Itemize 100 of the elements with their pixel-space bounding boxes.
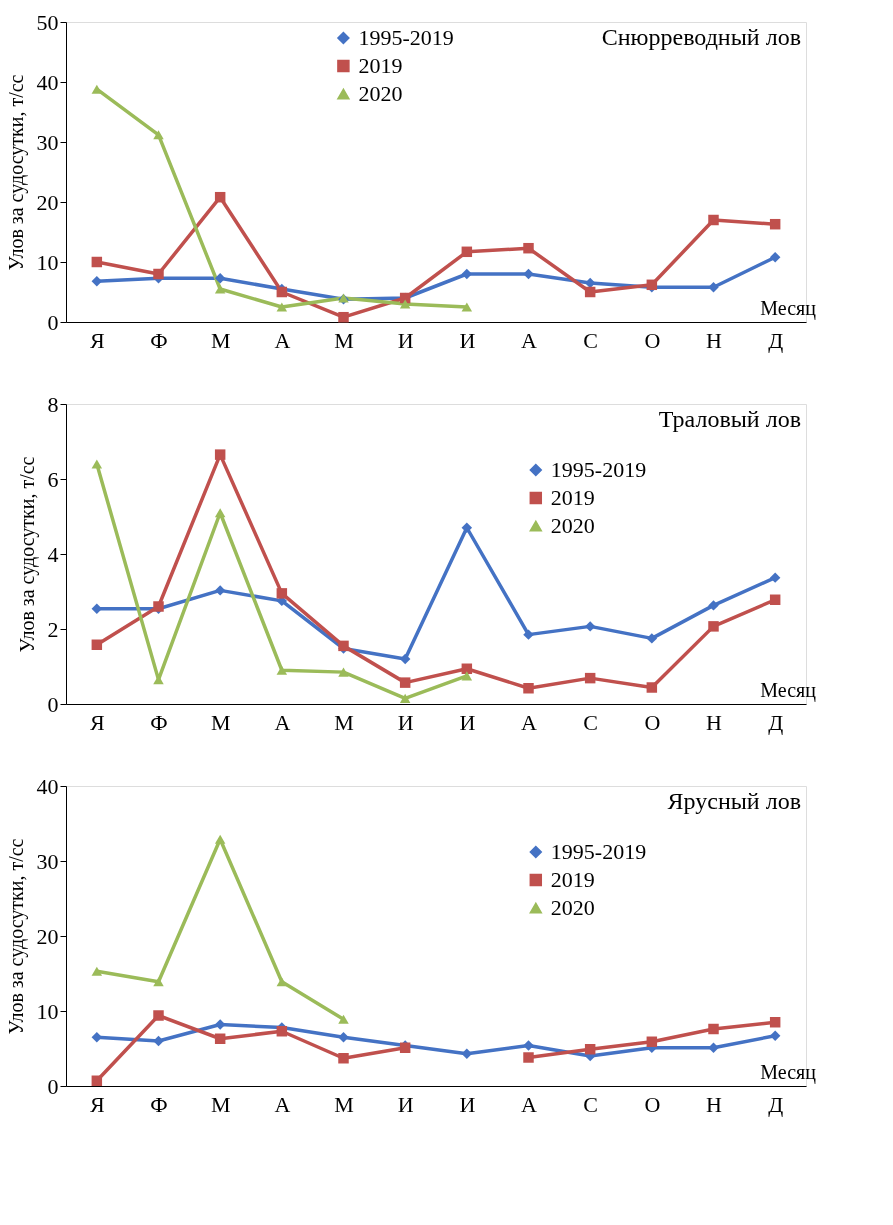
point	[769, 572, 781, 583]
x-tick-label: А	[274, 1091, 291, 1117]
y-axis-title: Улов за судосутки, т/сс	[4, 74, 28, 271]
y-tick-label: 20	[36, 189, 59, 215]
x-tick-label: Н	[706, 1091, 723, 1117]
point	[399, 677, 411, 688]
legend-label: 2020	[550, 895, 595, 920]
x-tick-label: Ф	[150, 709, 168, 735]
x-tick-label: А	[521, 709, 538, 735]
x-axis-title: Месяц	[760, 297, 817, 320]
point	[338, 311, 349, 323]
y-tick-label: 30	[36, 129, 59, 155]
point	[646, 682, 658, 693]
x-tick-label: Д	[768, 709, 784, 735]
point	[276, 302, 288, 312]
point	[523, 1040, 534, 1051]
point	[461, 671, 473, 681]
x-tick-label: И	[397, 327, 414, 353]
point	[399, 693, 411, 703]
point	[523, 629, 534, 640]
point	[153, 977, 164, 987]
point	[769, 218, 781, 230]
x-tick-label: Я	[89, 709, 105, 735]
x-tick-label: Я	[89, 327, 105, 353]
x-tick-label: Н	[706, 709, 723, 735]
point	[523, 683, 534, 694]
point	[708, 600, 719, 611]
point	[338, 1014, 349, 1024]
y-tick-label: 20	[36, 923, 59, 949]
y-tick-label: 50	[36, 9, 59, 35]
point	[214, 585, 226, 596]
x-tick-label: А	[521, 1091, 538, 1117]
legend-label: 1995-2019	[358, 25, 454, 50]
point	[153, 1010, 164, 1021]
point	[769, 594, 781, 605]
point	[584, 1044, 596, 1055]
x-tick-label: М	[334, 709, 354, 735]
y-tick-label: 0	[47, 309, 59, 335]
x-tick-label: М	[210, 1091, 231, 1117]
point	[91, 639, 103, 650]
x-tick-label: О	[644, 709, 661, 735]
point	[153, 268, 164, 280]
point	[461, 1048, 473, 1059]
point	[338, 1053, 349, 1064]
point	[276, 977, 288, 987]
point	[276, 1026, 288, 1037]
point	[769, 251, 781, 263]
point	[214, 284, 226, 294]
point	[646, 633, 658, 644]
x-tick-label: И	[397, 709, 414, 735]
legend-label: 1995-2019	[550, 457, 647, 482]
x-tick-label: Ф	[150, 1091, 168, 1117]
point	[214, 191, 226, 203]
x-tick-label: И	[459, 327, 476, 353]
chart-title: Траловый лов	[658, 406, 801, 432]
chart-title: Ярусный лов	[667, 788, 801, 814]
y-axis-title: Улов за судосутки, т/сс	[15, 456, 39, 653]
point	[584, 621, 596, 632]
point	[214, 272, 226, 284]
x-tick-label: И	[459, 1091, 476, 1117]
y-tick-label: 2	[47, 616, 59, 642]
y-tick-label: 40	[36, 773, 59, 799]
x-tick-label: А	[274, 709, 291, 735]
x-tick-label: О	[644, 1091, 661, 1117]
legend-label: 2019	[550, 485, 595, 510]
legend-label: 2019	[550, 867, 595, 892]
x-tick-label: А	[274, 327, 291, 353]
point	[708, 281, 719, 293]
x-tick-label: М	[210, 327, 231, 353]
x-axis-title: Месяц	[760, 1061, 817, 1084]
x-tick-label: С	[583, 327, 599, 353]
y-tick-label: 10	[36, 249, 59, 275]
point	[214, 1033, 226, 1044]
point	[338, 667, 349, 677]
point	[523, 268, 534, 280]
point	[91, 459, 103, 469]
point	[338, 1032, 349, 1043]
y-tick-label: 4	[47, 541, 59, 567]
x-tick-label: Д	[768, 1091, 784, 1117]
point	[276, 588, 288, 599]
point	[91, 256, 103, 268]
y-tick-label: 8	[47, 391, 59, 417]
point	[91, 1075, 103, 1086]
x-tick-label: О	[644, 327, 661, 353]
x-tick-label: М	[334, 327, 354, 353]
point	[91, 966, 103, 976]
y-tick-label: 40	[36, 69, 59, 95]
point	[153, 130, 164, 140]
x-tick-label: С	[583, 1091, 599, 1117]
x-tick-label: И	[459, 709, 476, 735]
y-axis-title: Улов за судосутки, т/сс	[4, 838, 28, 1035]
point	[708, 621, 719, 632]
y-tick-label: 10	[36, 998, 59, 1024]
point	[584, 672, 596, 684]
x-tick-label: И	[397, 1091, 414, 1117]
x-tick-label: Я	[89, 1091, 105, 1117]
x-tick-label: С	[583, 709, 599, 735]
legend-label: 2020	[550, 513, 595, 538]
point	[461, 302, 473, 312]
y-tick-label: 6	[47, 466, 59, 492]
